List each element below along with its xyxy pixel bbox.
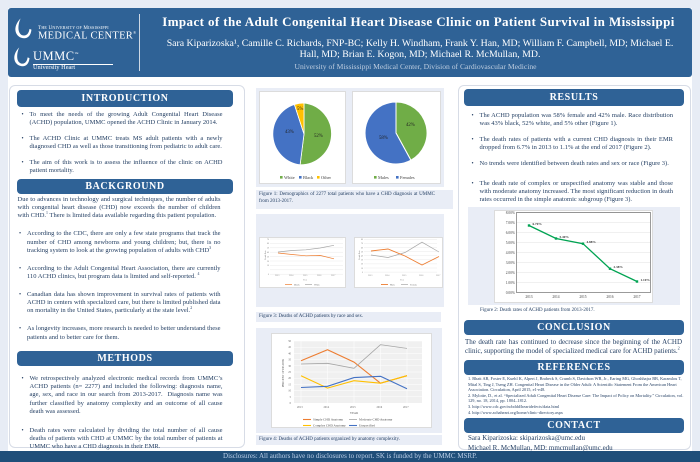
svg-text:Females: Females [400, 175, 415, 180]
svg-text:2017: 2017 [331, 275, 336, 277]
svg-text:1.10%: 1.10% [641, 278, 651, 282]
svg-text:2013: 2013 [368, 275, 373, 277]
svg-text:58%: 58% [379, 136, 388, 141]
svg-text:8.00%: 8.00% [506, 211, 515, 215]
svg-text:Death Rate: Death Rate [359, 250, 361, 260]
svg-text:Female: Female [410, 284, 417, 287]
svg-text:10: 10 [361, 268, 364, 270]
svg-text:5.00%: 5.00% [506, 241, 515, 245]
svg-text:Males: Males [378, 175, 389, 180]
svg-text:50: 50 [267, 248, 270, 250]
svg-text:2014: 2014 [289, 275, 294, 277]
svg-text:45: 45 [288, 346, 291, 349]
svg-text:30: 30 [267, 256, 270, 258]
svg-text:2015: 2015 [402, 275, 407, 277]
svg-text:Black: Black [294, 284, 300, 287]
svg-text:2013: 2013 [297, 406, 303, 409]
svg-text:60: 60 [267, 243, 270, 245]
svg-text:Complex CHD Anatomy: Complex CHD Anatomy [313, 424, 346, 428]
svg-text:2016: 2016 [377, 406, 383, 409]
svg-text:2017: 2017 [403, 406, 409, 409]
svg-text:Unspecified: Unspecified [359, 424, 375, 428]
svg-text:30: 30 [361, 260, 364, 262]
svg-text:80: 80 [361, 239, 364, 241]
svg-text:25: 25 [288, 371, 291, 374]
svg-text:20: 20 [361, 264, 364, 266]
svg-text:50: 50 [288, 340, 291, 343]
svg-text:PERCENT OF DEATHS: PERCENT OF DEATHS [282, 358, 285, 387]
svg-text:Year: Year [400, 280, 404, 282]
svg-text:60: 60 [361, 247, 364, 249]
svg-text:Moderate CHD Anatomy: Moderate CHD Anatomy [359, 418, 393, 422]
svg-text:7.00%: 7.00% [506, 221, 515, 225]
svg-text:0.00%: 0.00% [506, 291, 515, 295]
svg-text:5: 5 [290, 396, 292, 399]
svg-text:6.00%: 6.00% [506, 231, 515, 235]
svg-text:2014: 2014 [385, 275, 390, 277]
svg-text:70: 70 [361, 243, 364, 245]
svg-text:0: 0 [290, 402, 292, 405]
svg-text:Year: Year [303, 280, 307, 282]
svg-text:10: 10 [288, 390, 291, 393]
svg-text:70: 70 [267, 239, 270, 241]
svg-text:Male: Male [390, 284, 395, 287]
svg-text:15: 15 [288, 383, 291, 386]
svg-text:2.38%: 2.38% [614, 265, 624, 269]
svg-text:2015: 2015 [350, 406, 356, 409]
svg-text:2015: 2015 [579, 295, 586, 299]
svg-text:40: 40 [361, 256, 364, 258]
svg-text:YEAR: YEAR [350, 411, 358, 415]
svg-text:2016: 2016 [419, 275, 424, 277]
svg-text:Black: Black [303, 175, 314, 180]
svg-text:2017: 2017 [436, 275, 441, 277]
svg-text:Death Rate: Death Rate [265, 250, 267, 260]
svg-text:2015: 2015 [303, 275, 308, 277]
svg-text:30: 30 [288, 365, 291, 368]
svg-text:20: 20 [267, 261, 270, 263]
svg-text:2016: 2016 [317, 275, 322, 277]
svg-text:2013: 2013 [275, 275, 280, 277]
svg-text:50: 50 [361, 251, 364, 253]
svg-text:4.00%: 4.00% [506, 251, 515, 255]
svg-text:43%: 43% [285, 130, 294, 135]
svg-text:40: 40 [288, 352, 291, 355]
svg-text:52%: 52% [314, 134, 323, 139]
svg-text:1.00%: 1.00% [506, 281, 515, 285]
svg-text:42%: 42% [406, 123, 415, 128]
svg-text:2.00%: 2.00% [506, 271, 515, 275]
svg-text:White: White [284, 175, 295, 180]
svg-text:Other: Other [321, 175, 332, 180]
svg-text:4.88%: 4.88% [587, 240, 597, 244]
svg-text:20: 20 [288, 377, 291, 380]
svg-text:6.70%: 6.70% [533, 222, 543, 226]
svg-text:0: 0 [268, 274, 270, 276]
svg-text:White: White [314, 284, 320, 287]
svg-text:2013: 2013 [525, 295, 532, 299]
svg-text:2016: 2016 [606, 295, 613, 299]
svg-text:Simple CHD Anatomy: Simple CHD Anatomy [313, 418, 343, 422]
svg-text:40: 40 [267, 252, 270, 254]
svg-text:3.00%: 3.00% [506, 261, 515, 265]
svg-text:2014: 2014 [324, 406, 330, 409]
svg-text:10: 10 [267, 265, 270, 267]
svg-text:35: 35 [288, 359, 291, 362]
svg-text:0: 0 [362, 272, 364, 274]
svg-text:2014: 2014 [552, 295, 559, 299]
svg-text:5%: 5% [297, 107, 303, 112]
svg-text:2017: 2017 [633, 295, 640, 299]
svg-text:5.40%: 5.40% [560, 235, 570, 239]
